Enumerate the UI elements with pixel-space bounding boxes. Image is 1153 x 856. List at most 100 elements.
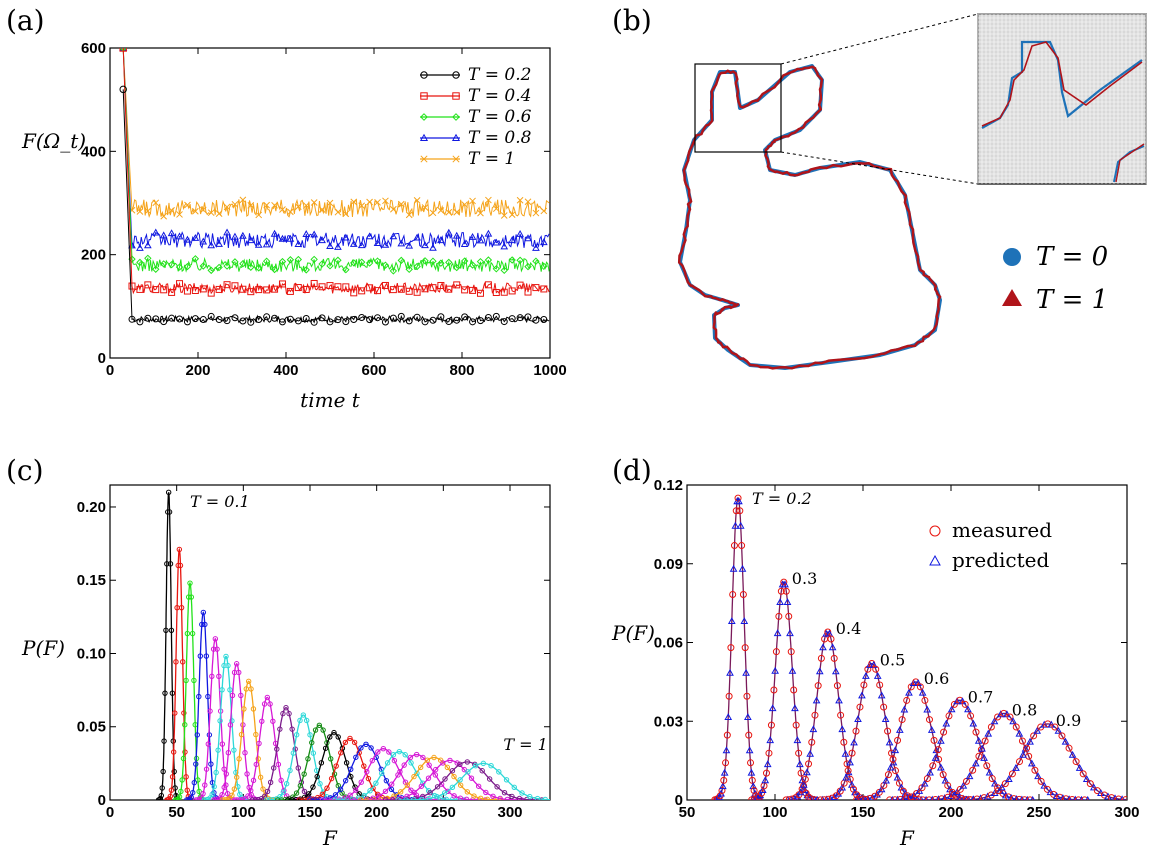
- d-measured-point: [853, 796, 861, 800]
- a-series-point: [231, 200, 239, 208]
- c-series-point: [451, 773, 457, 780]
- d-predicted-point: [848, 780, 856, 788]
- c-series-point: [434, 784, 441, 790]
- c-series-point: [418, 783, 425, 789]
- c-series-point: [282, 796, 288, 800]
- a-series-point: [231, 232, 239, 240]
- d-measured-point: [729, 590, 737, 598]
- d-predicted-point: [771, 666, 779, 674]
- a-series-point: [469, 286, 477, 294]
- c-series-point: [431, 754, 437, 761]
- a-series-point: [532, 257, 540, 265]
- d-measured-point: [894, 736, 902, 744]
- c-series-point: [357, 797, 364, 800]
- c-series-point: [353, 787, 359, 793]
- c-series-point: [210, 646, 217, 652]
- d-predicted-point: [1015, 729, 1024, 737]
- d-measured-point: [723, 731, 731, 739]
- a-series-point: [144, 254, 152, 263]
- c-series-point: [165, 509, 171, 515]
- d-measured-point: [967, 712, 975, 720]
- c-series-point: [411, 797, 417, 800]
- c-series-point: [403, 797, 409, 800]
- c-series-point: [250, 777, 257, 784]
- c-series-point: [264, 788, 271, 795]
- c-series-point: [333, 763, 339, 769]
- d-measured-point: [981, 737, 989, 745]
- d-legend-label: predicted: [952, 548, 1049, 572]
- a-series-point: [461, 201, 468, 208]
- a-series-point: [540, 285, 548, 293]
- a-series-point: [524, 288, 532, 296]
- a-series-point: [413, 262, 421, 271]
- d-measured-point: [1044, 720, 1052, 728]
- d-measured-point: [770, 686, 778, 694]
- c-series-point: [465, 769, 471, 775]
- c-series-point: [404, 782, 411, 788]
- c-series-point: [162, 690, 168, 696]
- c-series-point: [229, 692, 236, 699]
- a-series-point: [175, 232, 184, 240]
- d-predicted-point: [773, 629, 782, 637]
- d-predicted-point: [738, 564, 747, 572]
- c-series-point: [167, 793, 173, 800]
- chart-d: 50 100 150 200 250 300 0 0.03 0.06 0.09 0.12 T = 0.…: [611, 477, 1143, 850]
- a-series-point: [159, 260, 168, 268]
- d-predicted-point: [889, 795, 895, 800]
- d-measured-point: [785, 612, 793, 620]
- c-series-point: [471, 793, 477, 799]
- a-series-point: [263, 286, 271, 294]
- d-measured-point: [940, 728, 948, 736]
- a-series-point: [492, 288, 500, 296]
- a-series-point: [373, 257, 382, 265]
- c-series-point: [259, 718, 265, 724]
- a-series-point: [318, 260, 326, 268]
- c-series-point: [395, 797, 401, 800]
- d-predicted-point: [856, 795, 862, 800]
- c-series-point: [457, 782, 464, 788]
- d-legend-label: measured: [952, 518, 1052, 542]
- a-series-point: [136, 258, 144, 267]
- a-series-point: [302, 285, 310, 293]
- d-measured-point: [1050, 790, 1058, 798]
- d-measured-point: [1001, 780, 1009, 788]
- d-predicted-point: [935, 795, 942, 800]
- c-series-point: [307, 797, 313, 800]
- d-predicted-point: [900, 795, 906, 800]
- a-series-point: [484, 229, 493, 237]
- a-series-point: [476, 289, 484, 297]
- c-series-point: [388, 786, 395, 793]
- a-series-point: [540, 315, 548, 323]
- d-predicted-point: [964, 795, 969, 800]
- d-predicted-point: [984, 729, 993, 737]
- a-series-point: [128, 315, 136, 323]
- c-series-point: [379, 770, 385, 777]
- a-series-point: [429, 284, 437, 292]
- a-series-point: [136, 318, 144, 326]
- d-measured-point: [820, 796, 828, 800]
- c-series-point: [221, 784, 227, 791]
- c-series-point: [227, 687, 233, 693]
- d-predicted-point: [923, 795, 929, 800]
- a-series-point: [271, 201, 278, 209]
- c-series-point: [209, 791, 215, 798]
- d-predicted-point: [885, 738, 894, 746]
- a-legend-marker: [452, 71, 460, 79]
- a-series-point: [500, 288, 508, 296]
- c-series-point: [179, 777, 185, 783]
- d-predicted-point: [865, 794, 871, 800]
- d-predicted-point: [937, 763, 945, 771]
- a-series-point: [445, 285, 453, 293]
- d-predicted-point: [877, 691, 886, 699]
- a-series-point: [524, 313, 532, 321]
- a-series-point: [278, 318, 286, 326]
- a-series-point: [191, 315, 199, 323]
- a-series-point: [374, 287, 382, 295]
- c-series-point: [463, 796, 470, 800]
- d-measured-point: [891, 796, 899, 800]
- c-series-point: [267, 779, 274, 786]
- c-series-point: [408, 760, 414, 766]
- d-predicted-point: [1066, 795, 1072, 800]
- d-measured-point: [1137, 797, 1143, 803]
- a-series-point: [263, 313, 271, 321]
